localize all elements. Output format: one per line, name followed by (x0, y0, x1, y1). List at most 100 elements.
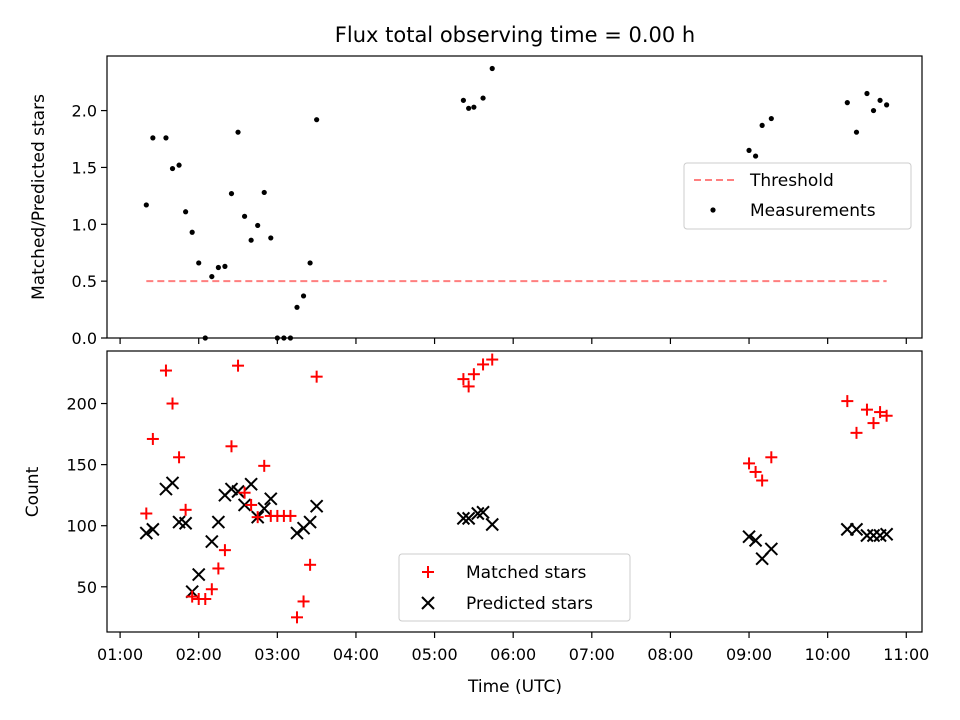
legend-matched-label: Matched stars (466, 563, 586, 583)
predicted-star-point (192, 567, 206, 582)
predicted-star-point (748, 533, 763, 548)
predicted-star-point (309, 499, 324, 513)
bottom-plot-area (139, 353, 894, 624)
predicted-star-point (165, 476, 180, 490)
matched-star-point (850, 426, 863, 439)
matched-star-point (258, 459, 271, 472)
measurement-point (241, 213, 248, 219)
measurement-point (768, 115, 774, 122)
x-tick-label: 11:00 (883, 645, 929, 664)
predicted-star-point (139, 526, 154, 540)
predicted-star-point (146, 522, 160, 537)
matched-star-point (841, 395, 854, 408)
predicted-star-point (205, 534, 219, 549)
matched-star-point (205, 583, 218, 596)
measurement-point (466, 105, 472, 111)
matched-star-point (166, 397, 179, 410)
matched-star-point (867, 417, 880, 430)
top-y-axis-label: Matched/Predicted stars (29, 94, 49, 300)
measurement-point (471, 104, 477, 110)
predicted-star-point (860, 528, 874, 543)
bottom-legend: Matched stars Predicted stars (398, 553, 631, 622)
matched-star-point (477, 358, 490, 371)
matched-star-point (173, 451, 186, 464)
predicted-star-point (211, 515, 226, 529)
predicted-star-point (456, 511, 471, 526)
top-y-tick-label: 1.5 (72, 158, 97, 177)
x-tick-label: 08:00 (647, 645, 693, 664)
matched-star-point (212, 562, 225, 575)
matched-star-point (743, 457, 756, 470)
bottom-y-tick-label: 200 (66, 395, 97, 414)
matched-star-point (874, 406, 887, 419)
measurement-point (189, 229, 195, 235)
chart-title: Flux total observing time = 0.00 h (335, 23, 695, 47)
matched-star-point (467, 368, 480, 381)
matched-star-point (304, 558, 317, 571)
predicted-star-point (231, 484, 245, 499)
measurement-point (759, 122, 765, 128)
measurement-point (163, 135, 169, 141)
x-tick-label: 07:00 (569, 645, 615, 664)
top-legend: Threshold Measurements (683, 162, 912, 230)
measurement-point (307, 260, 313, 266)
matched-star-point (860, 403, 873, 416)
predicted-star-point (264, 492, 278, 506)
predicted-star-point (485, 517, 499, 532)
matched-star-point (179, 503, 192, 516)
predicted-star-point (742, 529, 756, 544)
matched-star-point (880, 409, 893, 422)
matched-star-point (310, 370, 323, 383)
x-tick-label: 01:00 (97, 645, 143, 664)
top-y-tick-label: 2.0 (72, 102, 97, 121)
predicted-star-point (476, 505, 490, 519)
bottom-axes-frame (106, 350, 923, 633)
top-y-tick-label: 1.0 (72, 215, 97, 234)
predicted-star-point (237, 498, 252, 512)
matched-star-point (297, 595, 310, 608)
x-tick-label: 06:00 (490, 645, 536, 664)
measurement-point (877, 97, 883, 103)
matched-star-point (232, 359, 245, 372)
measurement-point (196, 260, 202, 266)
measurement-point (746, 147, 752, 153)
matched-star-point (765, 451, 778, 464)
bottom-y-axis-label: Count (23, 466, 43, 517)
measurement-point (183, 209, 189, 215)
measurement-point (255, 222, 261, 229)
x-tick-label: 03:00 (254, 645, 300, 664)
measurement-point (314, 117, 320, 123)
x-tick-label: 10:00 (805, 645, 851, 664)
matched-star-point (457, 373, 470, 386)
bottom-x-ticks: 01:00 02:00 03:00 04:00 05:00 06:00 07:00 08:00… (97, 632, 929, 664)
bottom-y-tick-label: 50 (77, 578, 97, 597)
measurement-point (143, 202, 149, 208)
top-axes-frame (106, 55, 923, 339)
x-tick-label: 05:00 (412, 645, 458, 664)
measurement-point (460, 97, 466, 103)
legend-predicted-swatch (421, 596, 435, 610)
matched-star-point (238, 486, 251, 499)
x-axis-label: Time (UTC) (467, 677, 562, 697)
predicted-star-point (866, 528, 881, 543)
measurement-point (844, 100, 850, 106)
predicted-star-point (303, 515, 317, 529)
legend-threshold-label: Threshold (749, 171, 834, 191)
matched-star-point (290, 611, 303, 624)
measurement-point (294, 304, 300, 310)
measurement-point (853, 129, 860, 135)
measurement-point (864, 90, 870, 97)
measurement-point (215, 264, 221, 271)
matched-star-point (186, 590, 199, 603)
matched-star-point (251, 511, 264, 524)
predicted-star-point (849, 522, 864, 537)
top-legend-box (683, 162, 912, 230)
matched-star-point (462, 380, 475, 393)
measurement-point (222, 263, 228, 269)
measurement-point (176, 162, 182, 168)
matched-star-point (486, 353, 499, 366)
measurement-point (752, 153, 759, 159)
predicted-star-point (244, 477, 258, 491)
x-tick-label: 02:00 (176, 645, 222, 664)
legend-matched-swatch (422, 566, 434, 578)
